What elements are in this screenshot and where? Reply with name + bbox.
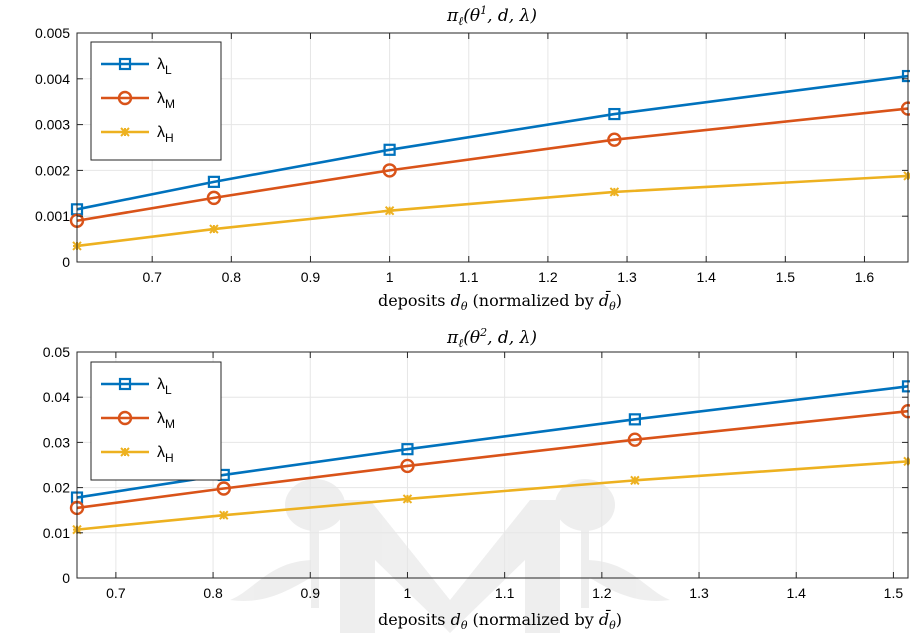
x-tick-label: 1.6 — [855, 269, 875, 285]
chart-1-axes — [76, 32, 909, 263]
chart-2: πℓ(θ2, d, λ) 0.7 0.8 0.9 1 1.1 1.2 1.3 1.4 1.500… — [43, 326, 910, 632]
legend-marker — [117, 90, 133, 106]
y-tick-label: 0.004 — [35, 71, 70, 87]
legend-item: λH — [101, 124, 174, 145]
legend-marker — [117, 410, 133, 426]
chart-1: πℓ(θ1, d, λ) 0.7 0.8 0.9 1 1.1 1.2 1.3 1.4 1.5 1.… — [35, 4, 910, 313]
chart-1-lines — [69, 69, 910, 251]
legend-label: λH — [157, 444, 174, 465]
data-point — [383, 143, 396, 156]
chart-2-xlabel: deposits dθ (normalized by d̄θ) — [378, 608, 622, 632]
legend-item: λM — [101, 90, 175, 111]
legend-label: λM — [157, 410, 175, 431]
x-tick-label: 0.9 — [301, 269, 321, 285]
chart-1-ticks: 0.7 0.8 0.9 1 1.1 1.2 1.3 1.4 1.5 1.6 0 0.001 0.002 0… — [35, 25, 908, 285]
data-point — [630, 475, 640, 486]
legend-marker — [118, 57, 132, 71]
chart-2-lines — [69, 380, 910, 535]
data-point — [627, 432, 643, 447]
x-tick-label: 0.9 — [301, 585, 321, 601]
y-tick-label: 0.04 — [43, 389, 70, 405]
legend-label: λH — [157, 124, 174, 145]
data-point — [400, 458, 415, 474]
x-tick-label: 1.3 — [617, 269, 637, 285]
chart-1-xlabel: deposits dθ (normalized by d̄θ) — [378, 289, 622, 313]
x-tick-label: 1.4 — [786, 585, 806, 601]
legend-item: λH — [101, 444, 174, 465]
chart-1-legend: λL λM λH — [90, 41, 222, 161]
legend-item: λM — [101, 410, 175, 431]
series-line — [76, 409, 909, 510]
legend-item: λL — [101, 56, 172, 77]
y-tick-label: 0.005 — [35, 25, 70, 41]
y-tick-label: 0.003 — [35, 117, 70, 133]
axes-box — [76, 32, 909, 263]
legend-box — [90, 361, 222, 481]
x-tick-label: 1.5 — [776, 269, 796, 285]
y-tick-label: 0.002 — [35, 162, 70, 178]
legend-marker — [120, 127, 130, 137]
series-line — [76, 74, 909, 211]
data-point — [209, 224, 219, 234]
series-H — [72, 171, 910, 251]
legend-marker — [118, 377, 132, 391]
data-point — [216, 481, 231, 496]
x-tick-label: 1.2 — [592, 585, 612, 601]
y-tick-label: 0.03 — [43, 434, 70, 450]
data-point — [402, 494, 413, 504]
legend-label: λM — [157, 90, 175, 111]
y-tick-label: 0.01 — [43, 525, 70, 541]
x-tick-label: 1.1 — [495, 585, 515, 601]
data-point — [219, 510, 229, 520]
y-tick-label: 0 — [62, 254, 70, 270]
legend-marker — [120, 447, 130, 457]
x-tick-label: 0.8 — [203, 585, 223, 601]
x-tick-label: 1.3 — [689, 585, 709, 601]
x-tick-label: 0.7 — [106, 585, 126, 601]
chart-2-axes — [76, 351, 909, 579]
data-point — [608, 107, 621, 121]
x-tick-label: 0.7 — [142, 269, 162, 285]
x-tick-label: 1.2 — [538, 269, 558, 285]
x-tick-label: 1.5 — [884, 585, 904, 601]
y-tick-label: 0.02 — [43, 480, 70, 496]
data-point — [384, 205, 395, 216]
y-tick-label: 0.05 — [43, 344, 70, 360]
y-tick-label: 0 — [62, 570, 70, 586]
data-point — [207, 175, 221, 188]
series-line — [76, 107, 909, 223]
data-point — [609, 187, 620, 197]
series-line — [76, 385, 909, 499]
x-tick-label: 1.4 — [696, 269, 716, 285]
data-point — [401, 443, 414, 456]
axes-box — [76, 351, 909, 579]
data-point — [206, 190, 222, 206]
chart-2-ticks: 0.7 0.8 0.9 1 1.1 1.2 1.3 1.4 1.5 0 0.01 0.02 0.03 0.… — [43, 344, 908, 601]
data-point — [628, 413, 641, 426]
data-point — [607, 132, 622, 147]
y-tick-label: 0.001 — [35, 208, 70, 224]
chart-2-legend: λL λM λH — [90, 361, 222, 481]
data-point — [382, 163, 397, 178]
x-tick-label: 1 — [386, 269, 394, 285]
legend-label: λL — [157, 56, 172, 77]
x-tick-label: 0.8 — [222, 269, 242, 285]
legend-item: λL — [101, 376, 172, 397]
legend-box — [90, 41, 222, 161]
x-tick-label: 1.1 — [459, 269, 479, 285]
legend-label: λL — [157, 376, 172, 397]
x-tick-label: 1 — [404, 585, 412, 601]
